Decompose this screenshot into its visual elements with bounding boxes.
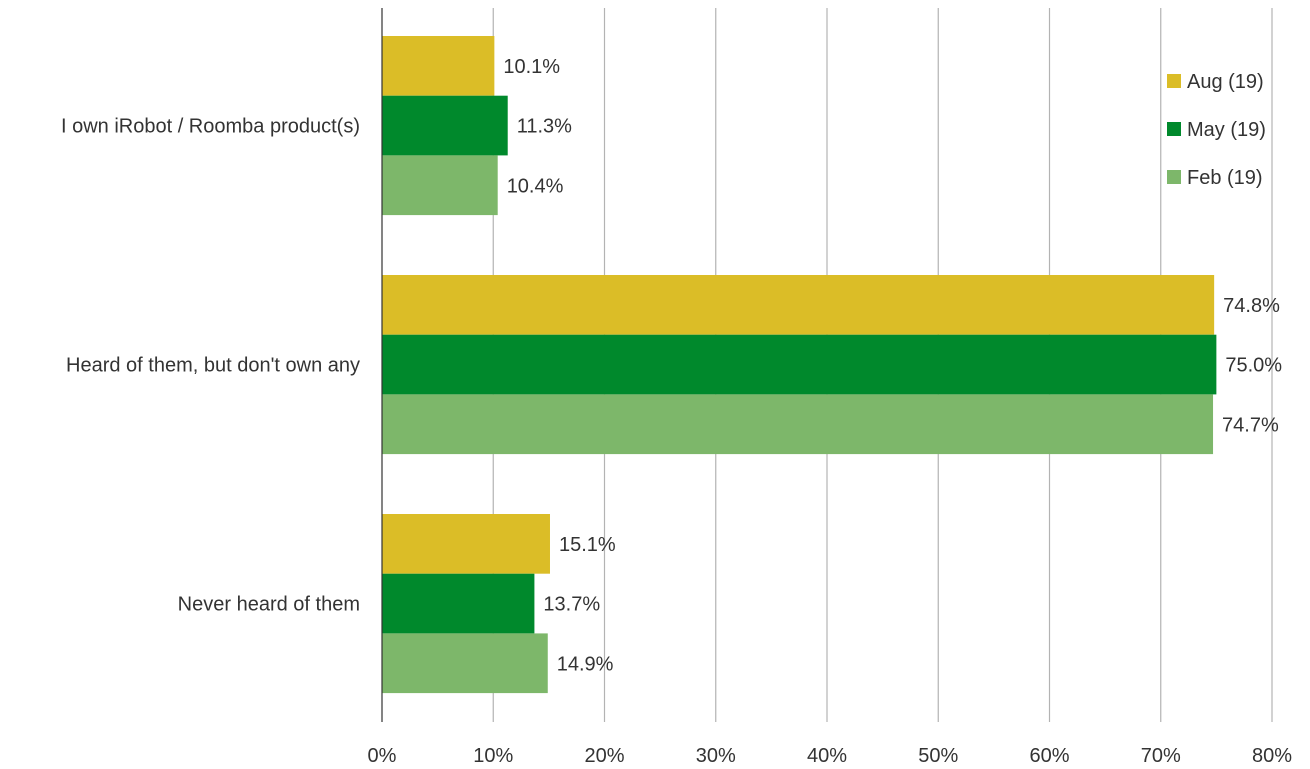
data-label: 75.0% [1225, 355, 1282, 377]
legend-label: May (19) [1187, 119, 1266, 141]
data-label: 11.3% [517, 116, 572, 138]
legend-label: Aug (19) [1187, 71, 1264, 93]
x-tick-label: 70% [1141, 745, 1181, 767]
x-axis-tick-labels: 0% 10% 20% 30% 40% 50% 60% 70% 80% [368, 745, 1293, 767]
legend: Aug (19) May (19) Feb (19) [1167, 71, 1266, 189]
bar [382, 394, 1214, 455]
data-label: 10.4% [507, 175, 564, 197]
legend-swatch [1167, 74, 1181, 88]
legend-label: Feb (19) [1187, 167, 1263, 189]
data-labels: 10.1% 11.3% 10.4% 74.8% 75.0% 74.7% 15.1% 13.7%… [503, 56, 1282, 675]
category-label: Never heard of them [178, 594, 360, 616]
bar [382, 155, 498, 216]
category-labels: I own iRobot / Roomba product(s) Heard of… [61, 116, 360, 616]
legend-swatch [1167, 170, 1181, 184]
data-label: 15.1% [559, 534, 616, 556]
category-label: Heard of them, but don't own any [66, 355, 360, 377]
x-tick-label: 20% [584, 745, 624, 767]
category-label: I own iRobot / Roomba product(s) [61, 116, 360, 138]
bar [382, 36, 495, 96]
x-tick-label: 40% [807, 745, 847, 767]
bar [382, 573, 535, 634]
bars [382, 36, 1217, 694]
x-tick-label: 50% [918, 745, 958, 767]
x-tick-label: 60% [1029, 745, 1069, 767]
bar [382, 275, 1215, 335]
x-tick-label: 0% [368, 745, 397, 767]
data-label: 10.1% [503, 56, 560, 78]
x-tick-label: 30% [696, 745, 736, 767]
data-label: 74.7% [1222, 414, 1279, 436]
bar [382, 95, 508, 156]
data-label: 74.8% [1223, 295, 1280, 317]
bar [382, 334, 1217, 395]
bar [382, 514, 550, 574]
bar [382, 633, 548, 694]
data-label: 14.9% [557, 653, 614, 675]
data-label: 13.7% [543, 594, 600, 616]
x-tick-label: 80% [1252, 745, 1292, 767]
legend-swatch [1167, 122, 1181, 136]
x-tick-label: 10% [473, 745, 513, 767]
